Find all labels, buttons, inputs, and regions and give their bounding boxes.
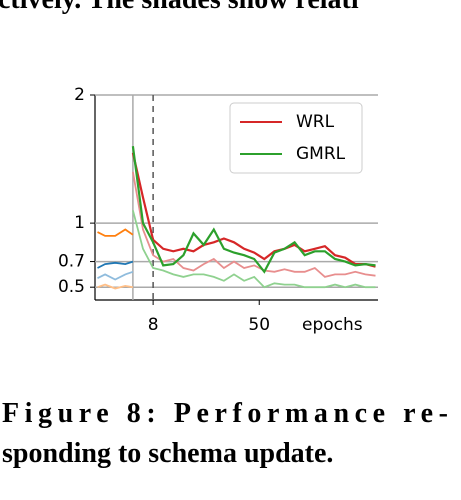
series-line xyxy=(97,283,134,290)
y-tick-label: 0.5 xyxy=(58,277,85,297)
y-tick-label: 1 xyxy=(74,213,85,233)
series-line xyxy=(97,270,134,281)
series-line xyxy=(97,260,134,269)
series-line xyxy=(97,228,134,237)
y-tick-label: 2 xyxy=(74,85,85,105)
series-line xyxy=(131,146,376,274)
legend-label: WRL xyxy=(296,112,335,132)
series-line xyxy=(131,152,376,268)
legend-label: GMRL xyxy=(296,144,346,164)
series-line xyxy=(132,210,376,289)
caption-line: sponding to schema update. xyxy=(2,438,333,469)
x-tick-label: 50 xyxy=(248,315,270,335)
x-tick-label: 8 xyxy=(148,315,159,335)
cropped-text: ctively. The shades show relati xyxy=(0,0,359,15)
y-tick-label: 0.7 xyxy=(58,252,85,272)
caption-line: Figure 8: Performance re- xyxy=(2,398,448,429)
x-axis-label: epochs xyxy=(302,315,363,335)
legend-box xyxy=(229,102,363,174)
series-line xyxy=(132,171,376,278)
